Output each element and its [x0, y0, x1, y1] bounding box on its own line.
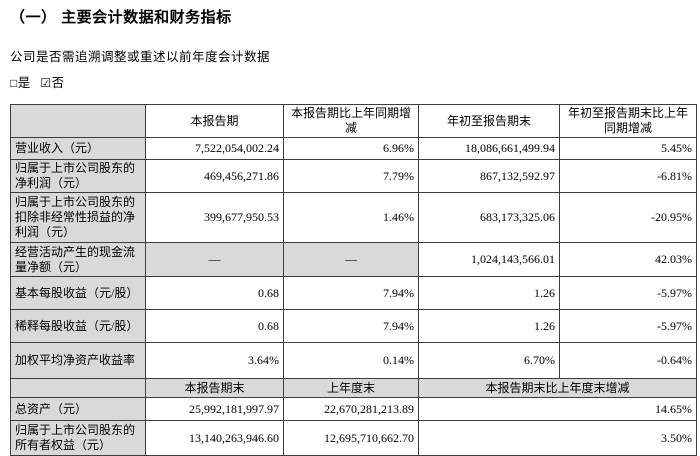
table-row-basic-eps: 基本每股收益（元/股） 0.68 7.94% 1.26 -5.97%: [10, 276, 697, 310]
table-cell: 6.96%: [283, 137, 419, 160]
table-cell: 25,992,181,997.97: [145, 397, 284, 421]
table-row-diluted-eps: 稀释每股收益（元/股） 0.68 7.94% 1.26 -5.97%: [10, 309, 697, 343]
table-cell: 1,024,143,566.01: [418, 242, 560, 277]
table-cell: -6.81%: [559, 159, 697, 193]
header-ytd: 年初至报告期末: [418, 104, 560, 138]
table-cell: 867,132,592.97: [418, 159, 560, 193]
row-label: 归属于上市公司股东的扣除非经常性损益的净利润（元）: [10, 192, 146, 243]
table-cell: 399,677,950.53: [145, 192, 284, 243]
table-row-net-profit-excl-nonrecurring: 归属于上市公司股东的扣除非经常性损益的净利润（元） 399,677,950.53…: [10, 192, 697, 243]
header-current-period: 本报告期: [145, 104, 284, 138]
table-cell: 1.26: [418, 276, 560, 310]
table-cell: 18,086,661,499.94: [418, 137, 560, 160]
table-cell: 7.79%: [283, 159, 419, 193]
table-row-operating-cash-flow: 经营活动产生的现金流量净额（元） — — 1,024,143,566.01 42…: [10, 242, 697, 277]
table-cell: 7.94%: [283, 276, 419, 310]
row-label: 经营活动产生的现金流量净额（元）: [10, 242, 146, 277]
row-label: 营业收入（元）: [10, 137, 146, 160]
table-header-period: 本报告期 本报告期比上年同期增减 年初至报告期末 年初至报告期末比上年同期增减: [10, 104, 697, 138]
table-cell: 14.65%: [418, 397, 697, 421]
table-cell: -5.97%: [559, 276, 697, 310]
row-label: 总资产（元）: [10, 397, 146, 421]
table-cell: 22,670,281,213.89: [283, 397, 419, 421]
option-yes: □是: [10, 76, 31, 90]
table-row-total-assets: 总资产（元） 25,992,181,997.97 22,670,281,213.…: [10, 397, 697, 421]
table-cell: 3.50%: [418, 420, 697, 456]
table-cell: 12,695,710,662.70: [283, 420, 419, 456]
row-label: 加权平均净资产收益率: [10, 342, 146, 379]
table-cell: 42.03%: [559, 242, 697, 277]
table-cell: 0.68: [145, 276, 284, 310]
header-empty-cell: [10, 104, 146, 138]
table-cell: 7,522,054,002.24: [145, 137, 284, 160]
section-title: （一） 主要会计数据和财务指标: [10, 9, 232, 26]
checkbox-unchecked-icon: □: [10, 76, 18, 90]
table-cell-na: —: [283, 242, 419, 277]
table-row-weighted-avg-roe: 加权平均净资产收益率 3.64% 0.14% 6.70% -0.64%: [10, 342, 697, 379]
table-cell: 0.14%: [283, 342, 419, 379]
row-label: 稀释每股收益（元/股）: [10, 309, 146, 343]
restate-options: □是 ☑否: [10, 72, 700, 91]
header-empty-cell: [10, 378, 146, 398]
option-no: ☑否: [40, 76, 64, 90]
table-cell: -20.95%: [559, 192, 697, 243]
checkbox-checked-icon: ☑: [40, 76, 52, 90]
table-row-revenue: 营业收入（元） 7,522,054,002.24 6.96% 18,086,66…: [10, 137, 697, 160]
table-cell: -0.64%: [559, 342, 697, 379]
header-prior-year-end: 上年度末: [283, 378, 419, 398]
header-change-vs-prior-year-end: 本报告期末比上年度末增减: [418, 378, 697, 398]
table-cell: 469,456,271.86: [145, 159, 284, 193]
option-no-label: 否: [51, 76, 65, 90]
table-row-net-profit: 归属于上市公司股东的净利润（元） 469,456,271.86 7.79% 86…: [10, 159, 697, 193]
option-yes-label: 是: [17, 76, 31, 90]
table-cell: 683,173,325.06: [418, 192, 560, 243]
table-cell: 1.46%: [283, 192, 419, 243]
table-cell: 0.68: [145, 309, 284, 343]
header-current-period-end: 本报告期末: [145, 378, 284, 398]
table-cell: 3.64%: [145, 342, 284, 379]
restate-question: 公司是否需追溯调整或重述以前年度会计数据: [10, 50, 271, 64]
table-row-owners-equity: 归属于上市公司股东的所有者权益（元） 13,140,263,946.60 12,…: [10, 420, 697, 456]
row-label: 归属于上市公司股东的净利润（元）: [10, 159, 146, 193]
table-cell: 6.70%: [418, 342, 560, 379]
table-header-period-end: 本报告期末 上年度末 本报告期末比上年度末增减: [10, 378, 697, 398]
header-ytd-yoy-change: 年初至报告期末比上年同期增减: [559, 104, 697, 138]
table-cell: 5.45%: [559, 137, 697, 160]
table-cell: 13,140,263,946.60: [145, 420, 284, 456]
table-cell: 7.94%: [283, 309, 419, 343]
table-cell: -5.97%: [559, 309, 697, 343]
row-label: 归属于上市公司股东的所有者权益（元）: [10, 420, 146, 456]
financial-indicators-table: 本报告期 本报告期比上年同期增减 年初至报告期末 年初至报告期末比上年同期增减 …: [10, 104, 697, 456]
row-label: 基本每股收益（元/股）: [10, 276, 146, 310]
table-cell-na: —: [145, 242, 284, 277]
header-yoy-change: 本报告期比上年同期增减: [283, 104, 419, 138]
table-cell: 1.26: [418, 309, 560, 343]
